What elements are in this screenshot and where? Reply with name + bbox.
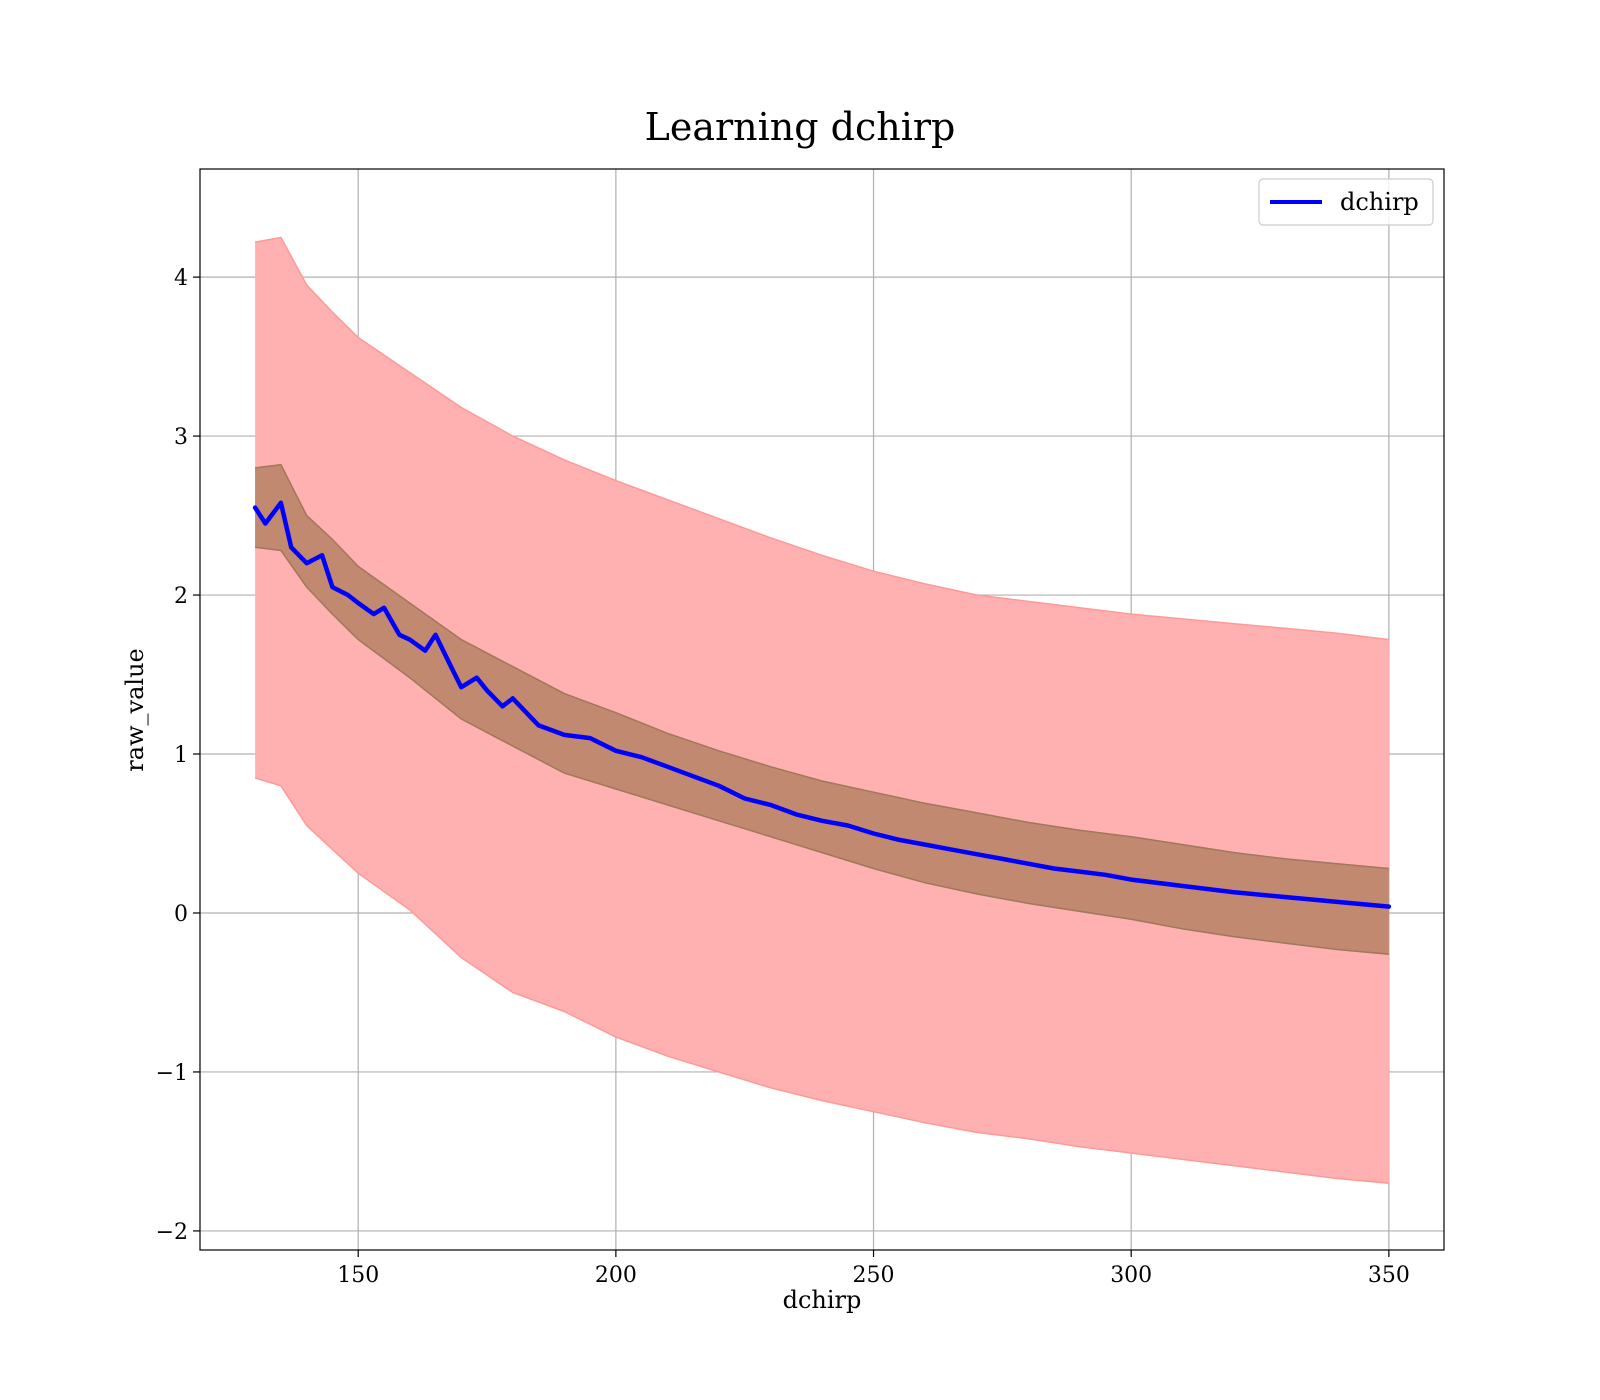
- y-tick-label-0: −2: [156, 1220, 188, 1245]
- inner-band-lower-edge: [255, 546, 1389, 956]
- y-tick-label-1: −1: [156, 1061, 188, 1086]
- x-tick-label-2: 250: [853, 1263, 895, 1288]
- series-line-dchirp: [252, 500, 1392, 909]
- inner-band-upper-edge: [255, 463, 1389, 870]
- legend-entry-dchirp: dchirp: [1340, 188, 1419, 216]
- legend-box: [1258, 178, 1434, 226]
- x-tick-label-4: 350: [1368, 1263, 1410, 1288]
- y-tick-label-2: 0: [174, 902, 188, 927]
- series-lines: [252, 500, 1392, 909]
- y-tick-label-4: 2: [174, 584, 188, 609]
- outer-band-lower-edge: [254, 777, 1389, 1184]
- y-tick-label-5: 3: [174, 425, 188, 450]
- legend: dchirp: [1258, 178, 1434, 226]
- y-tick-label-6: 4: [174, 266, 188, 291]
- x-axis-label: dchirp: [783, 1286, 862, 1314]
- axis-ticks: 150 200 250 300 350 −2 −1 0 1 2 3 4: [156, 266, 1410, 1288]
- chart-title: Learning dchirp: [645, 105, 956, 149]
- outer-band-upper-edge: [254, 236, 1389, 641]
- y-tick-label-3: 1: [174, 743, 188, 768]
- confidence-bands: [254, 236, 1389, 1184]
- plot-frame: [199, 168, 1445, 1251]
- inner-band-fill: [255, 464, 1389, 955]
- x-tick-label-3: 300: [1110, 1263, 1152, 1288]
- x-tick-label-0: 150: [337, 1263, 379, 1288]
- y-axis-label: raw_value: [121, 648, 149, 772]
- x-tick-label-1: 200: [595, 1263, 637, 1288]
- outer-band-fill: [255, 237, 1389, 1184]
